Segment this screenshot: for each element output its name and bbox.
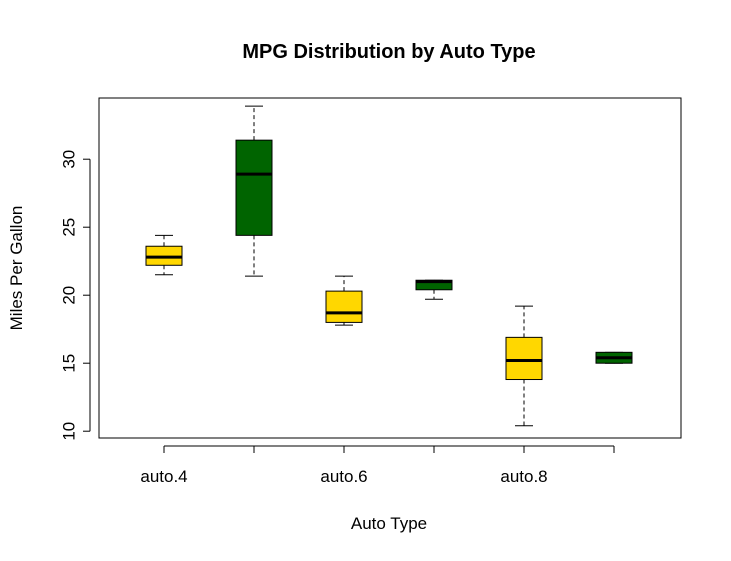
x-tick-label-auto.4: auto.4 xyxy=(140,467,187,486)
x-axis-label: Auto Type xyxy=(351,514,427,533)
box-1 xyxy=(145,234,183,276)
y-tick-label-10: 10 xyxy=(59,422,78,441)
box-2 xyxy=(235,105,273,277)
boxes-layer xyxy=(145,105,633,427)
iqr-box-5 xyxy=(505,336,543,381)
iqr-box-3 xyxy=(325,290,363,323)
x-axis: auto.4 auto.6 auto.8 xyxy=(140,445,615,486)
plot-frame xyxy=(98,97,682,439)
box-4 xyxy=(415,279,453,300)
y-tick-label-25: 25 xyxy=(59,218,78,237)
y-tick-label-30: 30 xyxy=(59,150,78,169)
y-axis: 10 15 20 25 30 xyxy=(59,150,91,441)
box-5 xyxy=(505,305,543,427)
y-tick-label-15: 15 xyxy=(59,354,78,373)
chart-title: MPG Distribution by Auto Type xyxy=(242,41,535,63)
y-tick-label-20: 20 xyxy=(59,286,78,305)
box-6 xyxy=(595,351,633,364)
x-tick-label-auto.6: auto.6 xyxy=(320,467,367,486)
box-3 xyxy=(325,275,363,326)
x-tick-label-auto.8: auto.8 xyxy=(500,467,547,486)
iqr-box-2 xyxy=(235,139,273,236)
y-axis-label: Miles Per Gallon xyxy=(7,206,26,331)
